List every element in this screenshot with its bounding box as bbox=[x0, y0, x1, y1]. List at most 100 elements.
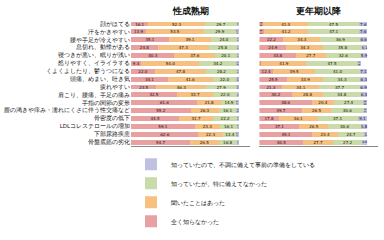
svg-text:1.7: 1.7 bbox=[237, 117, 239, 120]
svg-text:62.6: 62.6 bbox=[160, 132, 169, 137]
svg-text:47.1: 47.1 bbox=[329, 29, 338, 34]
svg-text:41.4: 41.4 bbox=[281, 22, 290, 27]
svg-text:息切れ、動悸がある: 息切れ、動悸がある bbox=[75, 44, 130, 51]
svg-text:34.2: 34.2 bbox=[213, 61, 222, 66]
svg-text:21.3: 21.3 bbox=[266, 85, 275, 90]
svg-text:39.7: 39.7 bbox=[276, 108, 285, 113]
svg-text:41.6: 41.6 bbox=[186, 77, 195, 82]
svg-text:6.3: 6.3 bbox=[361, 92, 368, 97]
svg-text:32.6: 32.6 bbox=[339, 53, 348, 58]
svg-text:下部尿路疾患: 下部尿路疾患 bbox=[94, 130, 130, 137]
svg-text:9.4: 9.4 bbox=[133, 61, 140, 66]
svg-text:30.6: 30.6 bbox=[343, 108, 352, 113]
svg-text:54.7: 54.7 bbox=[156, 140, 165, 145]
svg-text:26.5: 26.5 bbox=[312, 108, 321, 113]
svg-text:5.9: 5.9 bbox=[361, 53, 368, 58]
svg-text:36.9: 36.9 bbox=[336, 37, 345, 42]
svg-text:24.7: 24.7 bbox=[346, 132, 355, 137]
svg-text:20.4: 20.4 bbox=[318, 100, 327, 105]
svg-text:6.3: 6.3 bbox=[361, 77, 368, 82]
svg-text:2.4: 2.4 bbox=[236, 109, 239, 113]
svg-text:34.3: 34.3 bbox=[297, 37, 306, 42]
svg-text:41.2: 41.2 bbox=[282, 29, 291, 34]
svg-text:27.2: 27.2 bbox=[343, 140, 352, 145]
svg-text:7.1: 7.1 bbox=[360, 69, 367, 74]
svg-text:30.2: 30.2 bbox=[271, 92, 280, 97]
svg-text:4.6: 4.6 bbox=[362, 140, 367, 144]
svg-text:寝つきが悪い、眠りが浅い: 寝つきが悪い、眠りが浅い bbox=[58, 51, 130, 59]
svg-text:膣の渇きや痒み・濡れにくさに伴う性交痛など: 膣の渇きや痒み・濡れにくさに伴う性交痛など bbox=[4, 106, 130, 114]
svg-text:26.3: 26.3 bbox=[200, 108, 209, 113]
svg-text:37.6: 37.6 bbox=[190, 53, 199, 58]
svg-text:33.8: 33.8 bbox=[273, 53, 282, 58]
svg-text:17.8: 17.8 bbox=[265, 116, 274, 121]
svg-text:35.1: 35.1 bbox=[145, 37, 154, 42]
svg-text:39.1: 39.1 bbox=[185, 37, 194, 42]
svg-text:更年期以降: 更年期以降 bbox=[296, 6, 342, 16]
svg-text:2.4: 2.4 bbox=[236, 62, 239, 66]
svg-text:49.1: 49.1 bbox=[281, 132, 290, 137]
svg-text:怒りやすく、イライラする: 怒りやすく、イライラする bbox=[57, 60, 130, 67]
svg-text:2.0: 2.0 bbox=[236, 141, 239, 145]
svg-text:27.7: 27.7 bbox=[306, 53, 315, 58]
svg-text:22.3: 22.3 bbox=[206, 132, 215, 137]
svg-text:1.7: 1.7 bbox=[235, 132, 238, 136]
svg-text:骨盤底筋の劣化: 骨盤底筋の劣化 bbox=[88, 138, 130, 145]
svg-text:16.8: 16.8 bbox=[223, 140, 232, 145]
svg-text:37.1: 37.1 bbox=[333, 116, 342, 121]
svg-text:48.6: 48.6 bbox=[281, 100, 290, 105]
svg-text:25.8: 25.8 bbox=[218, 45, 227, 50]
svg-text:24.9: 24.9 bbox=[268, 45, 277, 50]
svg-text:4.1: 4.1 bbox=[259, 29, 263, 34]
svg-text:41.0: 41.0 bbox=[333, 69, 342, 74]
svg-text:34.3: 34.3 bbox=[300, 45, 309, 50]
svg-text:26.5: 26.5 bbox=[309, 124, 318, 129]
svg-text:20.1: 20.1 bbox=[221, 53, 230, 58]
svg-text:LDLコレステロールの増加: LDLコレステロールの増加 bbox=[60, 122, 130, 129]
svg-text:33.9: 33.9 bbox=[301, 77, 310, 82]
svg-text:1.7: 1.7 bbox=[260, 62, 262, 65]
svg-text:1.9: 1.9 bbox=[236, 23, 239, 26]
svg-text:2.0: 2.0 bbox=[236, 46, 239, 50]
svg-text:36.1: 36.1 bbox=[294, 116, 303, 121]
svg-text:7.6: 7.6 bbox=[360, 29, 367, 34]
svg-text:聞いたことはあった: 聞いたことはあった bbox=[171, 199, 225, 207]
svg-text:肩こり、腰痛、手足の痛み: 肩こり、腰痛、手足の痛み bbox=[58, 91, 130, 98]
svg-text:27.9: 27.9 bbox=[217, 85, 226, 90]
svg-text:1.9: 1.9 bbox=[236, 93, 239, 96]
svg-text:2.0: 2.0 bbox=[236, 70, 239, 74]
svg-text:2.9: 2.9 bbox=[357, 61, 360, 65]
svg-text:35.8: 35.8 bbox=[338, 45, 347, 50]
svg-text:22.0: 22.0 bbox=[220, 77, 229, 82]
svg-text:26.5: 26.5 bbox=[200, 140, 209, 145]
svg-text:2.0: 2.0 bbox=[236, 54, 239, 58]
svg-text:40.3: 40.3 bbox=[148, 53, 157, 58]
svg-text:23.5: 23.5 bbox=[139, 85, 148, 90]
svg-text:2.4: 2.4 bbox=[236, 77, 239, 81]
svg-text:13.9: 13.9 bbox=[134, 29, 143, 34]
svg-text:疲れやすい: 疲れやすい bbox=[100, 84, 130, 91]
svg-text:22.2: 22.2 bbox=[221, 116, 230, 121]
svg-text:6.6: 6.6 bbox=[360, 37, 367, 42]
svg-text:47.5: 47.5 bbox=[328, 61, 337, 66]
svg-text:54.0: 54.0 bbox=[166, 61, 175, 66]
svg-text:25.5: 25.5 bbox=[269, 77, 278, 82]
svg-text:22.0: 22.0 bbox=[138, 69, 147, 74]
svg-text:汗をかきやすい: 汗をかきやすい bbox=[88, 29, 130, 36]
svg-text:37.7: 37.7 bbox=[335, 85, 344, 90]
svg-text:6.9: 6.9 bbox=[360, 85, 367, 90]
svg-text:2.4: 2.4 bbox=[236, 85, 239, 89]
svg-text:3.1: 3.1 bbox=[363, 108, 367, 113]
svg-text:33.7: 33.7 bbox=[190, 92, 199, 97]
svg-text:52.3: 52.3 bbox=[172, 22, 181, 27]
svg-text:12.4: 12.4 bbox=[262, 69, 271, 74]
svg-text:34.1: 34.1 bbox=[296, 85, 305, 90]
svg-text:47.5: 47.5 bbox=[329, 22, 338, 27]
svg-text:24.8: 24.8 bbox=[140, 45, 149, 50]
svg-text:顔がほてる: 顔がほてる bbox=[100, 20, 130, 27]
svg-text:46.3: 46.3 bbox=[177, 85, 186, 90]
svg-text:37.1: 37.1 bbox=[275, 124, 284, 129]
svg-text:21.8: 21.8 bbox=[205, 100, 214, 105]
svg-text:5.1: 5.1 bbox=[362, 46, 367, 50]
svg-text:31.7: 31.7 bbox=[192, 116, 201, 121]
